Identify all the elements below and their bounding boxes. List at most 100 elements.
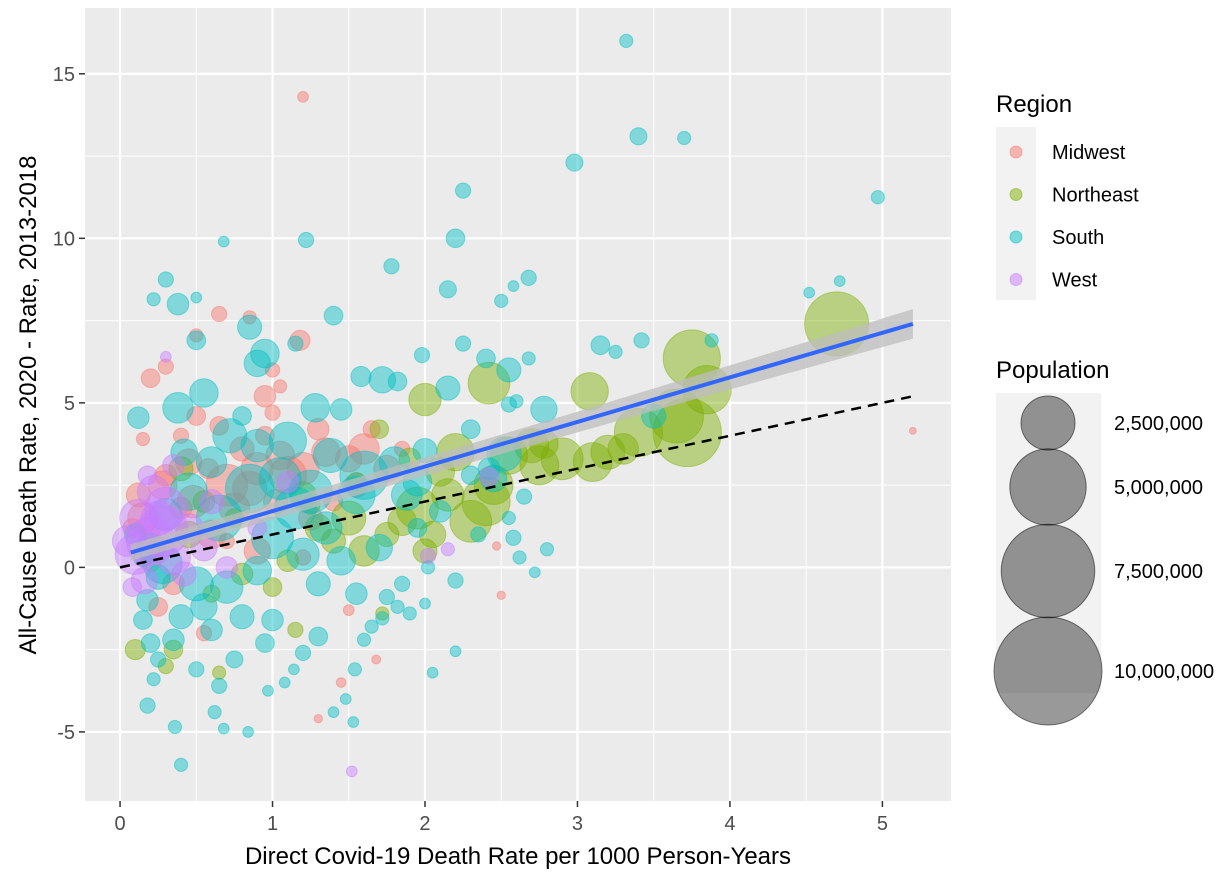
point-south [178, 566, 214, 602]
point-south [390, 599, 405, 614]
point-midwest [273, 379, 288, 394]
point-south [162, 628, 185, 652]
point-midwest [342, 604, 355, 617]
point-south [225, 650, 244, 669]
point-south [217, 235, 230, 248]
point-northeast [395, 486, 439, 530]
point-south [326, 546, 356, 576]
point-south [167, 719, 183, 735]
point-south [232, 406, 252, 426]
point-south [387, 371, 408, 392]
legend-label-south: South [1052, 227, 1104, 249]
point-south [375, 611, 390, 626]
point-midwest [297, 90, 309, 103]
point-south [505, 529, 522, 546]
point-south [305, 571, 331, 597]
point-midwest [174, 448, 203, 476]
point-south [435, 375, 461, 401]
point-west [162, 454, 185, 477]
point-midwest [908, 426, 917, 435]
point-northeast [157, 657, 174, 675]
point-south [870, 190, 885, 205]
point-south [145, 564, 171, 590]
legend-label-northeast: Northeast [1052, 185, 1139, 207]
point-midwest [268, 456, 307, 495]
point-midwest [197, 458, 220, 480]
data-points [111, 33, 917, 778]
size-legend: Population 2,500,000 5,000,000 7,500,000 10… [993, 357, 1214, 726]
point-midwest [306, 417, 330, 441]
point-south [327, 706, 340, 719]
point-midwest [255, 425, 275, 446]
point-south [146, 292, 161, 307]
size-legend-key [1000, 523, 1096, 619]
point-midwest [264, 404, 281, 421]
point-midwest [122, 518, 143, 538]
point-northeast [473, 465, 514, 506]
point-northeast [262, 577, 283, 597]
point-south [146, 672, 161, 687]
point-midwest [496, 590, 506, 601]
legend-label-west: West [1052, 270, 1098, 292]
point-south [383, 258, 400, 275]
point-midwest [264, 362, 281, 378]
point-south [449, 645, 462, 658]
x-tick-label: 2 [419, 813, 430, 835]
point-south [188, 661, 205, 678]
point-midwest [371, 654, 382, 665]
point-west [479, 467, 499, 487]
point-midwest [393, 440, 411, 458]
point-northeast [461, 476, 511, 527]
point-midwest [294, 549, 312, 566]
y-tick-label: 0 [64, 557, 75, 579]
point-south [470, 526, 487, 543]
point-south [169, 472, 208, 511]
point-south [312, 437, 349, 474]
point-south [608, 344, 623, 359]
point-midwest [176, 484, 210, 519]
point-west [136, 474, 171, 509]
size-legend-key [1009, 448, 1087, 526]
point-south [419, 597, 431, 610]
point-midwest [253, 384, 277, 408]
point-south [365, 533, 393, 562]
point-south [140, 633, 161, 653]
point-west [119, 498, 158, 538]
point-south [477, 457, 501, 480]
point-south [294, 644, 312, 662]
point-south [240, 428, 274, 463]
point-south [300, 393, 331, 423]
point-midwest [286, 451, 320, 486]
minor-gridlines [85, 8, 951, 801]
point-northeast [412, 538, 438, 564]
y-tick-label: 5 [64, 393, 75, 415]
legend-key-northeast [1009, 188, 1023, 201]
point-south [217, 722, 230, 735]
point-midwest [348, 433, 380, 465]
point-west [140, 500, 176, 536]
point-midwest [265, 440, 295, 471]
point-midwest [148, 597, 169, 617]
point-south [494, 293, 509, 308]
point-south [190, 593, 218, 621]
point-midwest [169, 496, 193, 520]
point-northeast [590, 434, 626, 470]
legend-label-midwest: Midwest [1052, 142, 1126, 164]
point-south [136, 588, 159, 612]
point-south [803, 286, 816, 299]
point-midwest [313, 714, 323, 724]
point-south [195, 446, 228, 478]
point-south [428, 500, 452, 523]
point-south [447, 572, 464, 589]
point-south [200, 618, 223, 642]
point-west [144, 486, 188, 530]
point-west [440, 542, 455, 557]
point-south [454, 335, 472, 352]
point-south [308, 626, 329, 647]
point-midwest [491, 541, 502, 551]
legend-key-midwest [1009, 145, 1023, 159]
point-south [258, 457, 302, 500]
point-south [393, 575, 411, 592]
point-midwest [157, 358, 174, 375]
point-midwest [189, 328, 204, 343]
